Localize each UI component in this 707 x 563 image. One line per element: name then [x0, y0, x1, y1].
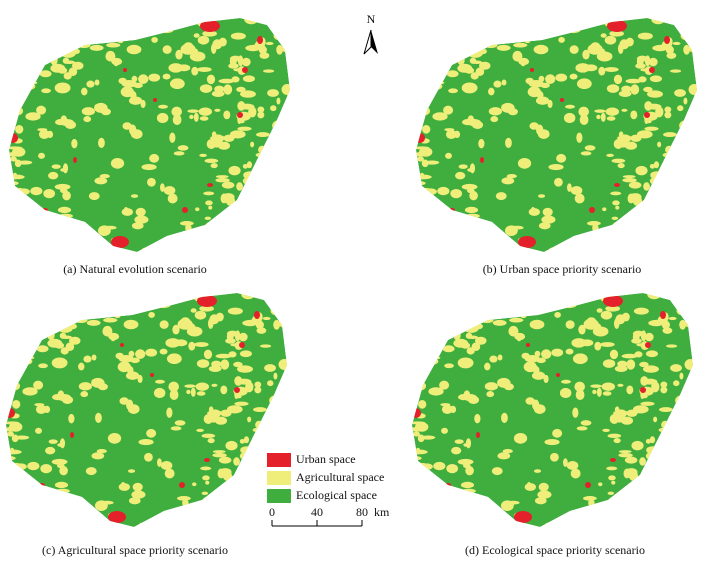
legend-label: Ecological space: [296, 488, 377, 502]
arrow-half: [371, 30, 378, 54]
caption: (c) Agricultural space priority scenario: [42, 543, 228, 557]
legend-swatch: [267, 471, 291, 485]
legend-swatch: [267, 453, 291, 467]
map-panel-c: [0, 282, 293, 535]
caption: (b) Urban space priority scenario: [483, 262, 642, 276]
legend-label: Urban space: [296, 452, 356, 466]
scale-label: 80: [356, 505, 368, 519]
north-arrow: N: [363, 12, 378, 55]
scale-bar: 0 40 80 km: [269, 505, 390, 527]
legend: Urban space Agricultural space Ecological …: [267, 452, 384, 503]
map-panel-d: [401, 282, 699, 535]
north-label: N: [367, 12, 376, 26]
scale-label: 40: [311, 505, 323, 519]
scale-unit: km: [374, 505, 390, 519]
arrow-half: [363, 29, 372, 55]
map-panel-a: [0, 7, 296, 260]
caption: (d) Ecological space priority scenario: [465, 543, 645, 557]
map-panel-b: [405, 7, 703, 260]
legend-swatch: [267, 489, 291, 503]
legend-label: Agricultural space: [296, 470, 384, 484]
scale-label: 0: [269, 505, 275, 519]
caption: (a) Natural evolution scenario: [63, 262, 207, 276]
